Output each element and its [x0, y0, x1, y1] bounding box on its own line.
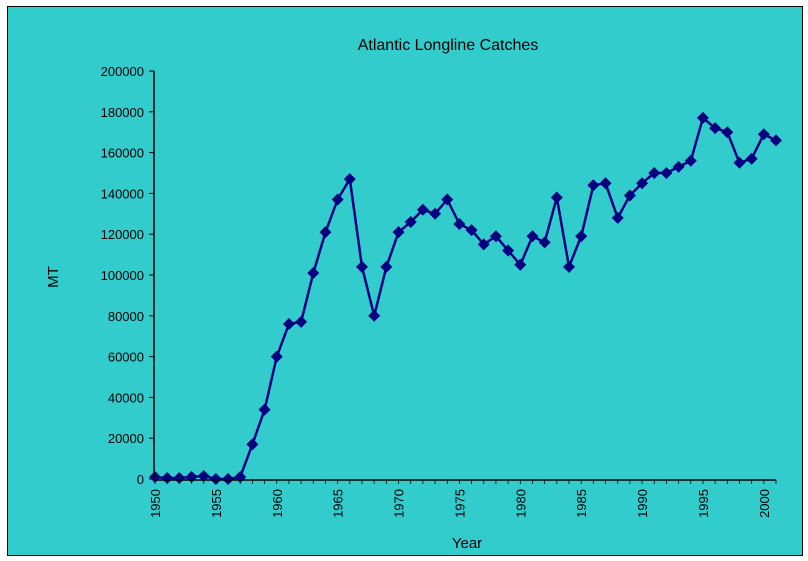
- data-point-marker: [636, 177, 649, 190]
- data-point-marker: [526, 230, 539, 243]
- x-axis-label: Year: [452, 535, 482, 552]
- data-point-marker: [563, 260, 575, 273]
- y-tick-label: 160000: [101, 146, 144, 161]
- data-point-marker: [331, 193, 344, 206]
- data-point-marker: [745, 152, 758, 165]
- x-axis: 1950 1955 1960 1965 1970 1975 1980 1985 1990 1995…: [148, 480, 777, 518]
- data-point-marker: [149, 470, 161, 483]
- data-point-marker: [356, 260, 368, 273]
- y-tick-label: 80000: [108, 309, 144, 324]
- data-point-marker: [453, 218, 466, 230]
- x-tick-label: 1985: [574, 489, 589, 518]
- x-tick-label: 1990: [635, 489, 650, 518]
- data-point-marker: [441, 193, 454, 206]
- data-point-marker: [343, 173, 356, 186]
- data-point-marker: [696, 111, 709, 124]
- series-line: [154, 116, 777, 481]
- x-tick-label: 1955: [209, 489, 224, 518]
- data-point-marker: [538, 236, 551, 249]
- y-tick-label: 0: [137, 472, 144, 487]
- x-tick-label: 1965: [331, 489, 346, 518]
- line-chart: Atlantic Longline Catches MT Year 020000…: [45, 37, 782, 552]
- data-point-marker: [209, 473, 222, 485]
- data-point-marker: [404, 215, 417, 228]
- y-tick-label: 20000: [108, 431, 144, 446]
- data-point-marker: [185, 470, 198, 483]
- data-point-marker: [575, 230, 588, 243]
- y-tick-label: 140000: [101, 186, 144, 201]
- data-point-marker: [282, 317, 295, 330]
- data-point-marker: [307, 266, 320, 279]
- y-tick-label: 200000: [101, 64, 144, 79]
- x-tick-label: 1950: [148, 489, 163, 518]
- y-tick-label: 120000: [101, 227, 144, 242]
- x-tick-label: 1970: [392, 489, 407, 518]
- data-point-marker: [319, 226, 332, 239]
- data-point-marker: [684, 154, 697, 167]
- chart-frame: Atlantic Longline Catches MT Year 0 20000…: [7, 6, 803, 556]
- data-point-marker: [550, 191, 563, 204]
- data-point-marker: [502, 244, 515, 257]
- data-point-marker: [416, 203, 429, 216]
- x-tick-label: 2000: [757, 489, 772, 518]
- x-tick-label: 1995: [696, 489, 711, 518]
- data-point-marker: [733, 156, 746, 169]
- data-point-marker: [709, 122, 722, 135]
- data-point-marker: [721, 126, 734, 139]
- data-point-marker: [623, 189, 636, 202]
- data-point-marker: [222, 473, 235, 485]
- chart-title: Atlantic Longline Catches: [358, 37, 539, 54]
- data-point-marker: [380, 260, 393, 273]
- y-tick-label: 60000: [108, 350, 144, 365]
- y-tick-label: 40000: [108, 390, 144, 405]
- data-point-marker: [770, 134, 782, 147]
- x-tick-label: 1975: [452, 489, 467, 518]
- data-point-marker: [368, 309, 381, 322]
- y-axis: 0 20000 40000 60000 80000 100000 120000 140000 1…: [101, 64, 154, 487]
- data-point-marker: [648, 167, 661, 179]
- data-point-marker: [258, 403, 271, 416]
- data-point-marker: [757, 128, 770, 141]
- data-point-marker: [587, 179, 600, 192]
- data-point-marker: [489, 230, 502, 243]
- x-tick-label: 1980: [513, 489, 528, 518]
- data-point-marker: [197, 469, 210, 482]
- data-point-marker: [477, 238, 490, 251]
- data-points: [149, 111, 782, 485]
- data-point-marker: [270, 350, 283, 363]
- y-tick-label: 100000: [101, 268, 144, 283]
- data-point-marker: [611, 211, 624, 224]
- data-point-marker: [234, 470, 247, 483]
- data-point-marker: [161, 471, 174, 484]
- y-tick-label: 180000: [101, 105, 144, 120]
- data-point-marker: [514, 258, 527, 271]
- data-point-marker: [599, 177, 612, 190]
- data-point-marker: [672, 160, 685, 173]
- data-point-marker: [246, 438, 259, 451]
- data-point-marker: [429, 207, 442, 220]
- x-tick-label: 1960: [270, 489, 285, 518]
- data-point-marker: [295, 315, 308, 328]
- data-point-marker: [465, 224, 478, 237]
- data-point-marker: [173, 471, 186, 484]
- data-point-marker: [660, 167, 673, 179]
- y-axis-label: MT: [45, 266, 62, 288]
- data-point-marker: [392, 226, 405, 239]
